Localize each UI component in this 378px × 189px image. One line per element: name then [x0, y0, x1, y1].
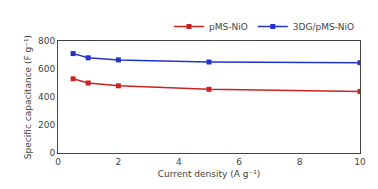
svg-text:6: 6 [236, 157, 242, 167]
svg-text:600: 600 [38, 64, 55, 74]
svg-text:400: 400 [38, 92, 55, 102]
svg-text:2: 2 [116, 157, 122, 167]
svg-text:200: 200 [38, 120, 55, 130]
svg-text:0: 0 [55, 157, 61, 167]
svg-text:8: 8 [297, 157, 303, 167]
svg-text:10: 10 [354, 157, 366, 167]
svg-text:Current density (A g⁻¹): Current density (A g⁻¹) [158, 169, 261, 179]
svg-text:800: 800 [38, 36, 55, 46]
svg-text:Specific capacitance (F g⁻¹): Specific capacitance (F g⁻¹) [23, 35, 33, 159]
svg-text:pMS-NiO: pMS-NiO [209, 22, 248, 32]
svg-text:4: 4 [176, 157, 182, 167]
svg-text:0: 0 [49, 148, 55, 158]
svg-text:3DG/pMS-NiO: 3DG/pMS-NiO [293, 22, 354, 32]
